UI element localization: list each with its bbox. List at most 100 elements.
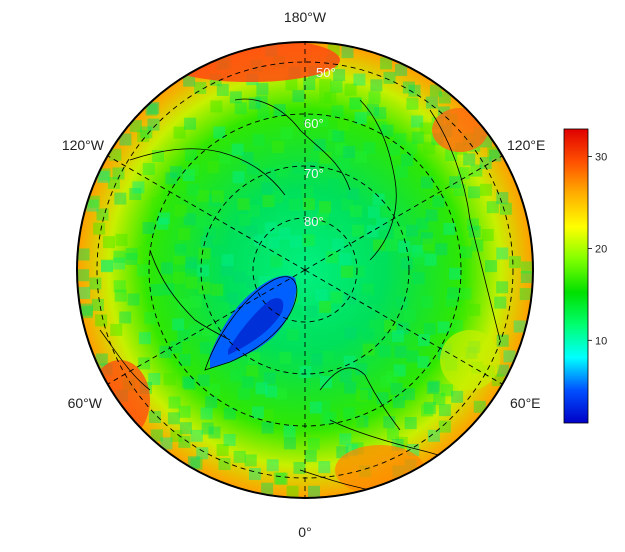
- field-cell: [367, 206, 380, 219]
- field-cell: [391, 330, 404, 343]
- field-cell: [197, 190, 209, 203]
- meridian-120w: [107, 155, 306, 271]
- field-cell: [147, 118, 160, 131]
- field-cell: [341, 198, 354, 211]
- field-cell: [332, 130, 345, 143]
- field-cell: [496, 192, 509, 205]
- field-cell: [367, 103, 379, 116]
- field-cell: [420, 232, 433, 245]
- field-cell: [161, 262, 173, 275]
- field-cell: [109, 148, 122, 161]
- field-cell: [129, 188, 142, 200]
- field-cell: [196, 447, 209, 460]
- field-cell: [330, 291, 343, 304]
- field-cell: [138, 332, 151, 345]
- field-cell: [368, 91, 381, 104]
- colorbar-border: [563, 128, 589, 424]
- field-cell: [354, 111, 367, 124]
- field-cell: [283, 437, 296, 450]
- field-cell: [197, 374, 210, 387]
- lat-label-50: 50°: [316, 65, 336, 80]
- field-cell: [428, 380, 441, 393]
- lat-circle-80: [252, 217, 358, 323]
- field-cell: [416, 217, 429, 230]
- field-cell: [423, 401, 436, 414]
- field-cell: [211, 190, 224, 203]
- field-cell: [347, 187, 360, 200]
- field-cell: [420, 176, 433, 189]
- field-cell: [172, 318, 185, 331]
- field-cell: [322, 351, 335, 363]
- field-cell: [386, 427, 399, 440]
- field-cell: [248, 245, 261, 258]
- field-cell: [324, 91, 337, 104]
- field-cell: [112, 167, 125, 180]
- field-cell: [319, 91, 332, 104]
- graticule: [96, 42, 514, 498]
- field-cell: [177, 329, 190, 342]
- field-cell: [390, 382, 403, 395]
- field-cell: [473, 400, 486, 413]
- field-cell: [395, 296, 408, 309]
- field-cell: [194, 82, 207, 94]
- field-cell: [303, 78, 316, 90]
- field-cell: [149, 411, 161, 423]
- field-cell: [80, 303, 93, 316]
- field-cell: [355, 363, 368, 376]
- field-cell: [330, 80, 343, 93]
- colorbar-gradient: [564, 129, 588, 423]
- field-cell: [163, 373, 176, 386]
- lon-label-60w: 60°W: [68, 395, 103, 411]
- field-cell: [362, 327, 375, 340]
- field-cell: [307, 437, 320, 450]
- field-cell: [369, 319, 382, 332]
- field-cell: [178, 353, 191, 366]
- field-cell: [303, 114, 316, 127]
- field-cell: [426, 382, 439, 394]
- field-cell: [496, 281, 509, 294]
- field-cell: [132, 181, 145, 194]
- field-cell: [341, 46, 354, 59]
- field-cell: [417, 356, 430, 369]
- field-cell: [350, 205, 363, 218]
- field-cell: [356, 389, 369, 402]
- field-cell: [344, 83, 357, 96]
- field-cell: [326, 251, 339, 264]
- field-cell: [519, 288, 532, 301]
- field-cell: [423, 322, 436, 335]
- field-cell: [417, 334, 430, 347]
- field-cell: [174, 243, 187, 256]
- field-cell: [125, 252, 138, 265]
- field-cell: [233, 450, 246, 463]
- field-cell: [337, 119, 350, 131]
- field-cell: [304, 449, 317, 462]
- field-cell: [187, 456, 200, 469]
- field-cell: [93, 222, 106, 235]
- field-cell: [190, 429, 203, 442]
- field-cell: [411, 115, 424, 128]
- field-cell: [332, 238, 345, 251]
- field-cell: [253, 234, 266, 247]
- field-cell: [335, 143, 348, 156]
- greenland-core: [228, 298, 284, 355]
- field-cell: [270, 255, 283, 268]
- field-cell: [352, 224, 364, 237]
- field-cell: [247, 162, 259, 175]
- field-cell: [380, 375, 393, 388]
- field-cell: [221, 254, 234, 267]
- field-cell: [485, 260, 497, 273]
- field-cell: [408, 84, 421, 97]
- field-cell: [445, 295, 458, 308]
- field-cell: [362, 343, 375, 356]
- field-cell: [184, 149, 197, 161]
- field-cell: [333, 69, 346, 81]
- field-cell: [460, 246, 472, 259]
- field-cell: [208, 426, 221, 439]
- field-cell: [363, 141, 376, 154]
- field-cell: [101, 260, 113, 273]
- field-cell: [425, 209, 438, 222]
- field-cell: [211, 244, 224, 257]
- field-cell: [339, 433, 352, 446]
- field-cell: [246, 275, 259, 288]
- field-cell: [87, 195, 100, 208]
